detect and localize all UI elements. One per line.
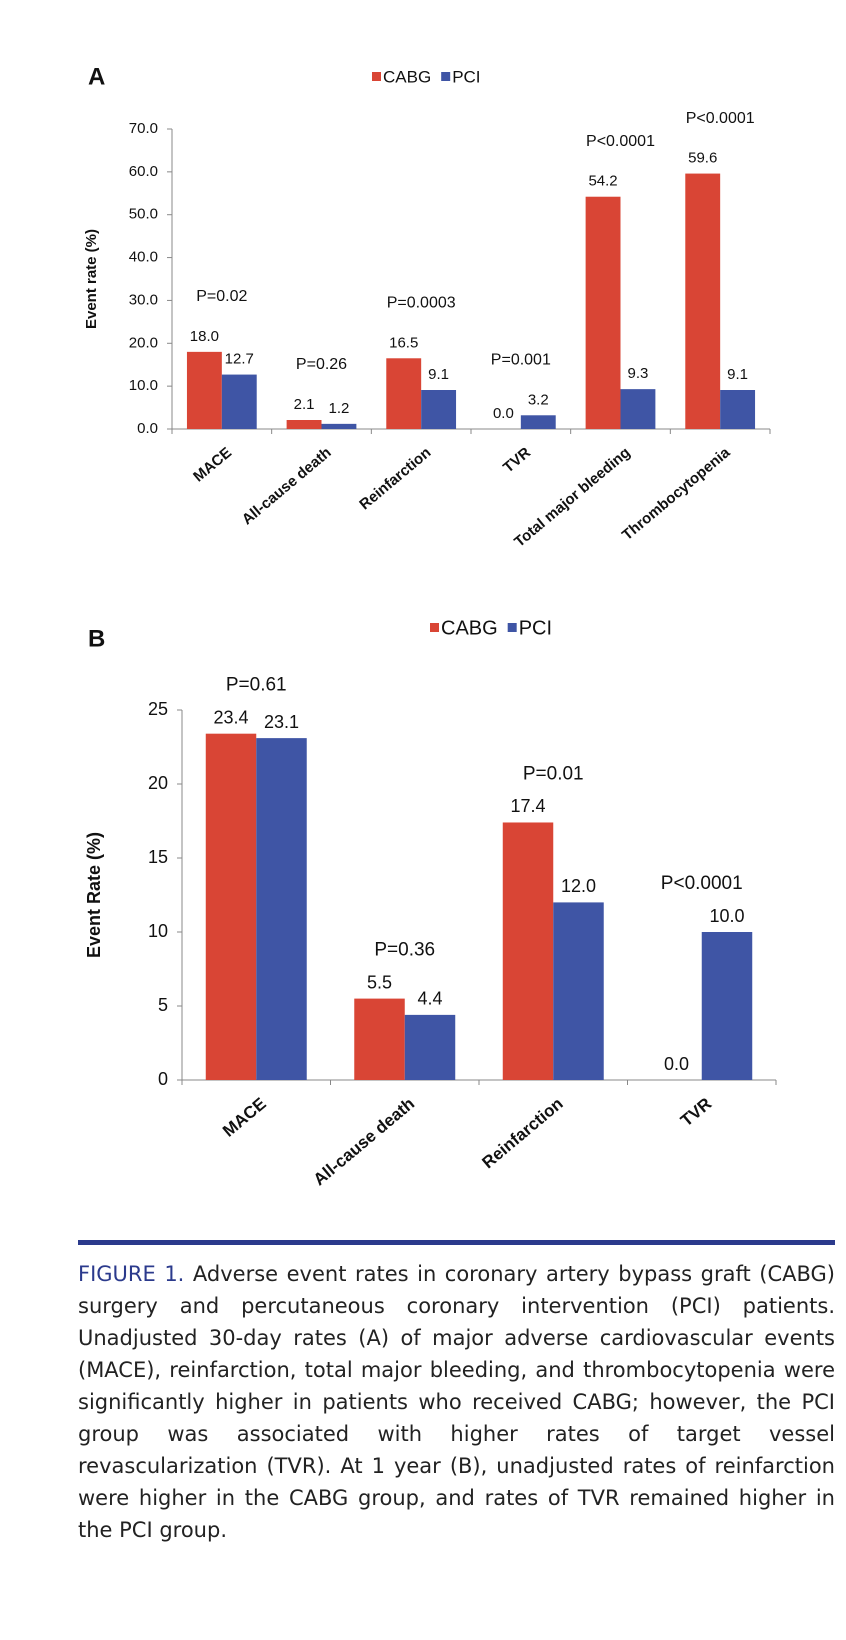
y-tick-label: 50.0 [129,206,158,223]
value-label: 4.4 [417,989,442,1009]
bar [685,173,721,429]
bar [553,902,604,1080]
value-label: 9.1 [428,366,449,383]
y-axis-label: Event rate (%) [83,229,100,329]
p-value: P=0.0003 [387,295,456,312]
value-label: 59.6 [688,150,717,167]
y-tick-label: 60.0 [129,163,158,180]
x-tick-label: MACE [190,444,235,485]
bar [421,390,457,429]
figure: A Event rate (%) CABG PCI 0.0 10.0 20.0 30.0 40.… [78,63,835,1245]
legend-label: PCI [519,617,552,639]
y-tick-label: 20 [148,773,168,793]
p-value: P=0.61 [226,675,287,696]
y-tick-label: 70.0 [129,120,158,137]
legend-swatch [430,623,439,632]
y-tick-label: 10.0 [129,377,158,394]
caption-label: FIGURE 1. [78,1262,185,1286]
bar [404,1014,456,1080]
x-tick-label: Reinfarction [356,444,434,513]
bar [386,358,422,429]
legend-swatch [372,72,381,81]
value-label: 9.1 [727,366,748,383]
y-tick-label: 20.0 [129,334,158,351]
panel-label: A [88,63,105,90]
x-tick-label: TVR [677,1094,715,1130]
y-tick-label: 40.0 [129,249,158,266]
value-label: 10.0 [709,906,744,926]
bar [286,420,322,429]
value-label: 16.5 [389,334,418,351]
bar [221,374,257,429]
bar [256,738,307,1080]
bar [354,998,405,1080]
legend-swatch [441,72,451,81]
value-label: 0.0 [664,1054,689,1074]
bar [620,389,656,429]
p-value: P=0.02 [196,288,247,305]
legend-label: CABG [383,67,431,86]
x-tick-label: All-cause death [239,444,335,528]
y-tick-label: 0.0 [137,420,158,437]
y-tick-label: 5 [158,995,168,1015]
bar [585,196,621,429]
y-tick-label: 10 [148,921,168,941]
p-value: P<0.0001 [661,873,743,894]
y-tick-label: 25 [148,699,168,719]
bar [205,733,257,1080]
value-label: 5.5 [367,972,392,992]
value-label: 0.0 [493,405,514,422]
p-value: P=0.36 [374,940,435,961]
value-label: 54.2 [588,173,617,190]
caption: FIGURE 1. Adverse event rates in coronar… [78,1258,835,1546]
value-label: 9.3 [628,365,649,382]
bar [321,423,357,429]
y-axis-label: Event Rate (%) [84,832,104,958]
p-value: P<0.0001 [686,110,755,127]
value-label: 18.0 [190,328,219,345]
bar [502,822,554,1080]
legend-label: PCI [452,67,480,86]
panel-label: B [88,625,105,652]
caption-text: Adverse event rates in coronary artery b… [78,1262,835,1542]
x-tick-label: Thrombocytopenia [619,444,734,544]
x-tick-label: Reinfarction [479,1094,567,1172]
bar [186,351,222,429]
value-label: 23.1 [264,712,299,732]
value-label: 3.2 [528,391,549,408]
y-tick-label: 0 [158,1069,168,1089]
legend-swatch [507,623,517,632]
value-label: 12.0 [561,876,596,896]
caption-rule [78,1240,835,1245]
value-label: 23.4 [213,707,248,727]
value-label: 2.1 [294,396,315,413]
y-tick-label: 30.0 [129,291,158,308]
bar [520,415,556,429]
y-tick-label: 15 [148,847,168,867]
value-label: 1.2 [329,400,350,417]
p-value: P=0.001 [491,352,551,369]
x-tick-label: MACE [219,1094,270,1141]
p-value: P<0.0001 [586,133,655,150]
value-label: 12.7 [225,351,254,368]
legend-label: CABG [441,617,498,639]
x-tick-label: All-cause death [310,1094,418,1189]
x-tick-label: TVR [500,444,534,476]
p-value: P=0.26 [296,356,347,373]
value-label: 17.4 [510,796,545,816]
bar [701,932,753,1080]
bar [720,390,756,429]
p-value: P=0.01 [523,763,584,784]
